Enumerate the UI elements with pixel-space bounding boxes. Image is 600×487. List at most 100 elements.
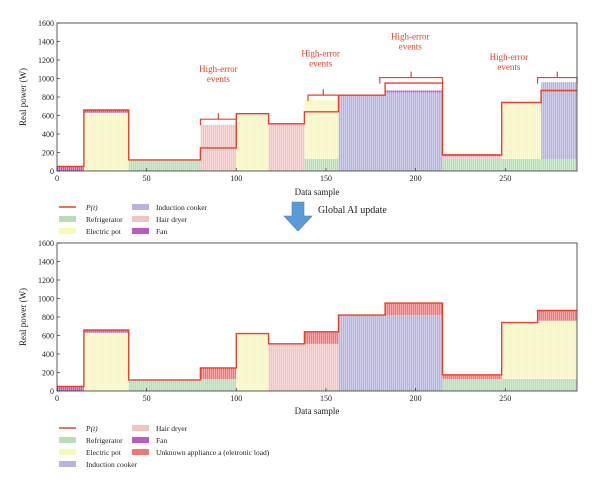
top-legend: P(t) Refrigerator Electric pot Induction…: [59, 203, 208, 236]
bottom-x-axis-label: Data sample: [295, 406, 340, 416]
legend-fan-label: Fan: [156, 436, 168, 445]
bottom-plot-frame: [56, 242, 578, 392]
segment-hatch: [304, 343, 339, 391]
y-tick-label: 800: [42, 93, 54, 102]
legend-electric-pot-label: Electric pot: [86, 448, 122, 457]
y-tick-label: 600: [42, 332, 54, 341]
global-ai-update: Global AI update: [283, 201, 387, 232]
y-tick-label: 1400: [38, 258, 54, 267]
segment-hatch: [83, 109, 129, 113]
legend-pt-label: P(t): [85, 203, 98, 212]
top-y-axis-label: Real power (W): [18, 68, 28, 126]
bottom-chart: 0 50 100 150 200 250 0 200 400 600 800 1000 1200 1400…: [18, 239, 578, 416]
segment-hatch: [338, 95, 386, 171]
y-tick-label: 1600: [38, 19, 54, 28]
legend-refrigerator-label: Refrigerator: [86, 215, 123, 224]
x-tick-label: 200: [410, 174, 422, 183]
y-tick-label: 200: [42, 369, 54, 378]
legend-pt-label: P(t): [85, 424, 98, 433]
legend-fan-swatch: [132, 437, 149, 443]
y-tick-label: 0: [50, 167, 54, 176]
x-tick-label: 50: [143, 174, 151, 183]
segment-hatch: [541, 158, 577, 171]
x-tick-label: 150: [320, 394, 332, 403]
segment-hatch: [501, 378, 538, 391]
x-tick-label: 50: [143, 394, 151, 403]
high-error-annotation: High-error events: [391, 32, 429, 52]
segment-hatch: [268, 123, 305, 171]
segment-hatch: [442, 378, 502, 391]
segment-hatch: [304, 99, 339, 159]
y-tick-label: 200: [42, 149, 54, 158]
top-x-axis-label: Data sample: [295, 187, 340, 197]
legend-induction-cooker-swatch: [59, 461, 76, 467]
x-tick-label: 100: [230, 394, 242, 403]
segment-hatch: [541, 82, 577, 159]
legend-refrigerator-swatch: [59, 437, 76, 443]
segment-hatch: [501, 322, 538, 379]
global-ai-update-label: Global AI update: [318, 205, 387, 216]
segment-hatch: [338, 315, 386, 391]
segment-hatch: [83, 332, 129, 391]
down-arrow-icon: [283, 201, 313, 232]
y-tick-label: 400: [42, 130, 54, 139]
high-error-bracket: [379, 71, 444, 84]
segment-hatch: [537, 320, 577, 379]
legend-electric-pot-label: Electric pot: [86, 227, 122, 236]
legend-hair-dryer-swatch: [132, 425, 149, 431]
segment-hatch: [57, 166, 84, 171]
segment-hatch: [442, 156, 502, 159]
high-error-bracket: [307, 89, 340, 102]
legend-electric-pot-swatch: [59, 449, 76, 455]
y-tick-label: 1200: [38, 56, 54, 65]
legend-hair-dryer-label: Hair dryer: [156, 424, 188, 433]
segment-hatch: [236, 333, 269, 391]
segment-hatch: [200, 378, 237, 391]
legend-fan-label: Fan: [156, 227, 168, 236]
segment-hatch: [128, 159, 201, 171]
legend-hair-dryer-swatch: [132, 216, 149, 222]
legend-induction-cooker-label: Induction cooker: [86, 460, 138, 469]
segment-hatch: [501, 102, 542, 159]
x-tick-label: 250: [499, 174, 511, 183]
pt-series-line: [57, 302, 577, 388]
segment-hatch: [537, 310, 577, 321]
legend-induction-cooker-swatch: [132, 204, 149, 210]
high-error-annotation: High-error events: [301, 48, 339, 68]
legend-refrigerator-label: Refrigerator: [86, 436, 123, 445]
segment-hatch: [304, 331, 339, 344]
pt-series-line: [57, 82, 577, 168]
y-tick-label: 600: [42, 112, 54, 121]
segment-hatch: [442, 158, 502, 171]
x-tick-label: 250: [499, 394, 511, 403]
segment-hatch: [385, 315, 443, 391]
legend-refrigerator-swatch: [59, 216, 76, 222]
segment-hatch: [501, 158, 542, 171]
segment-hatch: [128, 379, 201, 391]
y-tick-label: 1200: [38, 276, 54, 285]
high-error-annotation: High-error events: [490, 52, 528, 72]
y-tick-label: 1400: [38, 38, 54, 47]
segment-hatch: [442, 374, 502, 379]
x-tick-label: 100: [230, 174, 242, 183]
segment-hatch: [385, 90, 443, 93]
x-tick-label: 200: [410, 394, 422, 403]
bottom-legend: P(t) Refrigerator Electric pot Induction…: [59, 424, 270, 469]
segment-hatch: [268, 343, 305, 391]
y-tick-label: 0: [50, 387, 54, 396]
segment-hatch: [304, 158, 339, 171]
segment-hatch: [442, 154, 502, 157]
legend-hair-dryer-label: Hair dryer: [156, 215, 188, 224]
y-tick-label: 1600: [38, 239, 54, 248]
x-tick-label: 150: [320, 174, 332, 183]
segment-hatch: [385, 303, 443, 316]
bottom-y-axis-label: Real power (W): [18, 288, 28, 346]
legend-induction-cooker-label: Induction cooker: [156, 203, 208, 212]
high-error-bracket: [536, 71, 578, 84]
y-tick-label: 1000: [38, 295, 54, 304]
segment-hatch: [83, 329, 129, 333]
legend-unknown-appliance-swatch: [132, 449, 149, 455]
segment-hatch: [83, 112, 129, 171]
legend-unknown-appliance-label: Unknown appliance a (eletronic load): [156, 448, 270, 457]
